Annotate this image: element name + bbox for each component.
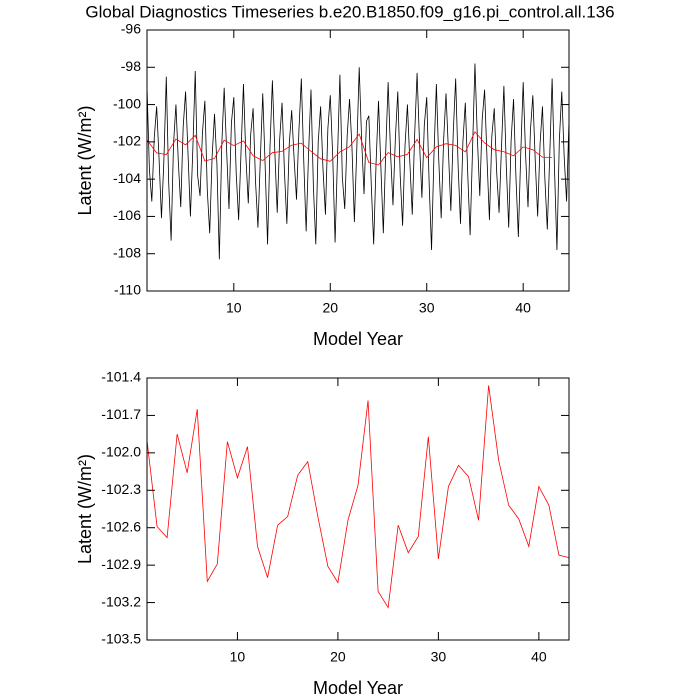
y-axis-label: Latent (W/m²) (75, 454, 95, 564)
data-line (146, 385, 570, 609)
x-tick-label: 40 (515, 300, 531, 316)
y-tick-label: -102 (113, 133, 141, 149)
x-tick-label: 30 (431, 649, 447, 665)
plot-frame (146, 29, 570, 292)
y-tick-label: -101.7 (101, 406, 141, 422)
y-tick-label: -106 (113, 207, 141, 223)
y-tick-label: -103.2 (101, 593, 141, 609)
y-tick-label: -103.5 (101, 631, 141, 647)
y-tick-label: -102.3 (101, 481, 141, 497)
x-tick-label: 30 (419, 300, 435, 316)
x-tick-label: 10 (230, 649, 246, 665)
y-tick-label: -98 (121, 58, 141, 74)
x-axis-label: Model Year (313, 678, 403, 698)
y-tick-label: -100 (113, 95, 141, 111)
y-tick-label: -96 (121, 21, 141, 37)
y-tick-label: -102.9 (101, 556, 141, 572)
chart-title: Global Diagnostics Timeseries b.e20.B185… (85, 2, 614, 21)
y-tick-label: -110 (114, 282, 141, 298)
x-tick-label: 20 (330, 649, 346, 665)
x-axis-label: Model Year (313, 329, 403, 349)
x-tick-label: 40 (531, 649, 547, 665)
data-line (146, 131, 553, 166)
data-line (146, 63, 570, 260)
y-tick-label: -101.4 (101, 369, 141, 385)
y-tick-label: -104 (113, 170, 141, 186)
y-tick-label: -102.0 (101, 444, 141, 460)
x-tick-label: 10 (226, 300, 242, 316)
y-axis-label: Latent (W/m²) (75, 105, 95, 215)
x-tick-label: 20 (322, 300, 338, 316)
plot-frame (146, 377, 570, 641)
y-tick-label: -108 (113, 244, 141, 260)
y-tick-label: -102.6 (101, 518, 141, 534)
